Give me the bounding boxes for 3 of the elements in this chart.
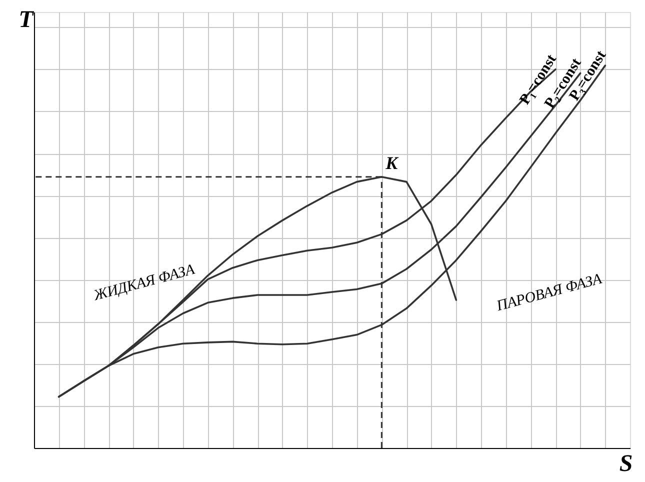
y-axis-title: T [18,7,35,33]
x-axis-title: S [619,451,633,477]
annotation: K [384,152,400,173]
